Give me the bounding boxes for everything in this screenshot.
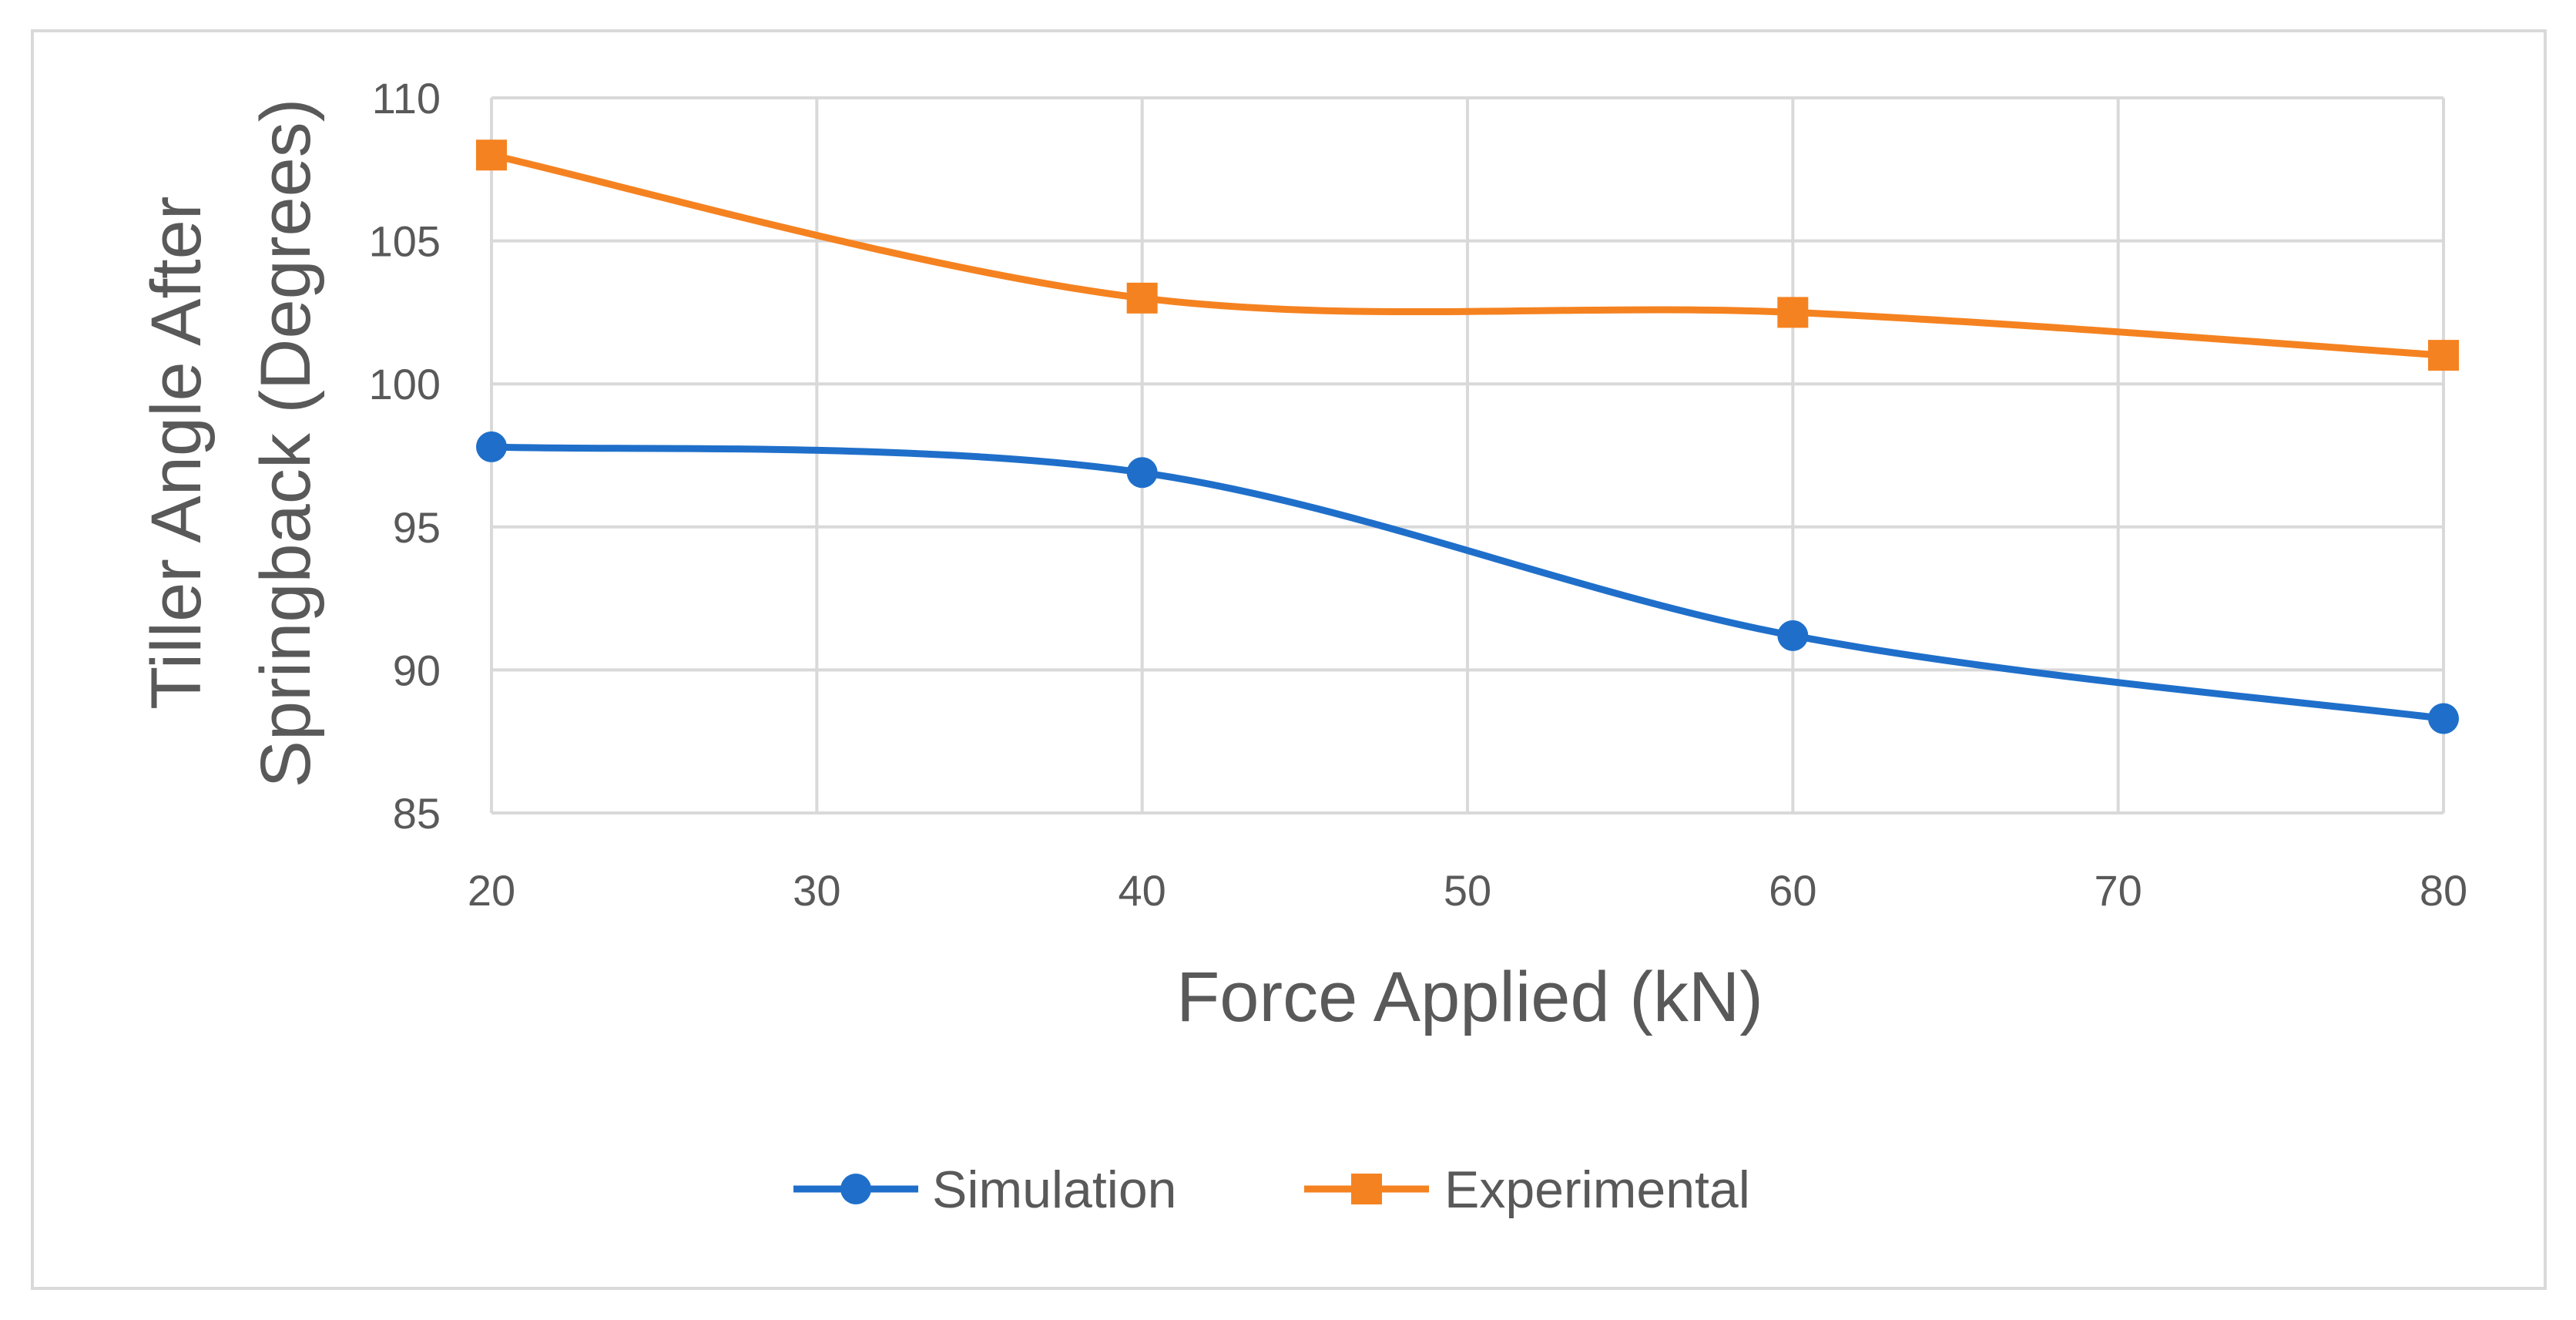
x-tick-label-20: 20	[468, 866, 515, 915]
vertical-gridlines	[490, 98, 2445, 813]
legend-marker-square-icon	[1351, 1174, 1382, 1204]
data-point-experimental-60	[1777, 297, 1809, 328]
x-tick-label-50: 50	[1444, 866, 1491, 915]
x-axis-tick-labels: 20 30 40 50 60 70 80	[468, 866, 2467, 915]
data-point-simulation-40	[1126, 457, 1158, 489]
data-point-simulation-60	[1777, 620, 1809, 651]
x-tick-label-40: 40	[1119, 866, 1166, 915]
data-point-simulation-20	[476, 431, 507, 462]
y-axis-title: Tiller Angle After Springback (Degrees)	[137, 99, 325, 788]
y-axis-title-line-2: Springback (Degrees)	[247, 99, 325, 788]
y-tick-label-105: 105	[369, 217, 441, 266]
legend-item-simulation: Simulation	[793, 1160, 1177, 1219]
y-tick-label-85: 85	[393, 789, 441, 838]
y-tick-label-100: 100	[369, 360, 441, 408]
x-tick-label-80: 80	[2420, 866, 2467, 915]
legend-item-experimental: Experimental	[1304, 1160, 1750, 1219]
x-axis-title: Force Applied (kN)	[1176, 958, 1763, 1036]
y-tick-label-110: 110	[372, 74, 441, 123]
y-axis-title-line-1: Tiller Angle After	[137, 196, 216, 710]
x-tick-label-60: 60	[1769, 866, 1816, 915]
series-line-simulation	[488, 443, 2447, 723]
x-tick-label-70: 70	[2095, 866, 2142, 915]
legend: Simulation Experimental	[793, 1160, 1750, 1219]
series-line-experimental	[488, 151, 2447, 359]
data-point-experimental-80	[2428, 340, 2459, 371]
legend-label-experimental: Experimental	[1444, 1160, 1750, 1219]
horizontal-gridlines	[491, 96, 2444, 815]
legend-label-simulation: Simulation	[932, 1160, 1177, 1219]
y-tick-label-90: 90	[393, 646, 441, 694]
series-lines	[488, 151, 2447, 723]
y-axis-tick-labels: 85 90 95 100 105 110	[369, 74, 441, 838]
x-tick-label-30: 30	[793, 866, 840, 915]
y-tick-label-95: 95	[393, 503, 441, 552]
series-markers	[476, 139, 2459, 734]
data-point-experimental-20	[476, 139, 507, 171]
legend-marker-circle-icon	[840, 1174, 871, 1204]
data-point-simulation-80	[2428, 703, 2459, 734]
data-point-experimental-40	[1126, 282, 1158, 314]
